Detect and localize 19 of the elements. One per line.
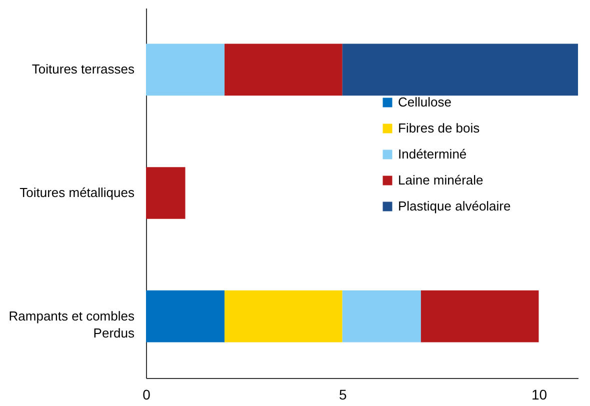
y-tick-label: Rampants et combles Perdus: [8, 308, 135, 340]
legend-label: Fibres de bois: [398, 120, 480, 136]
y-tick-label: Toitures terrasses: [32, 62, 135, 77]
bar: [146, 167, 186, 219]
x-tick-label: 5: [338, 386, 347, 402]
legend-label: Cellulose: [398, 94, 452, 110]
bar: [342, 44, 578, 96]
bar: [342, 290, 421, 342]
bar: [146, 44, 225, 96]
bar: [146, 290, 225, 342]
bar: [420, 290, 539, 342]
x-tick-label: 0: [142, 386, 151, 402]
legend-label: Laine minérale: [398, 172, 484, 188]
bar: [224, 290, 342, 342]
y-tick-label: Toitures métalliques: [20, 185, 135, 200]
legend-label: Indéterminé: [398, 146, 467, 162]
x-tick-label: 10: [531, 386, 548, 402]
bar: [224, 44, 342, 96]
legend-label: Plastique alvéolaire: [398, 198, 511, 214]
